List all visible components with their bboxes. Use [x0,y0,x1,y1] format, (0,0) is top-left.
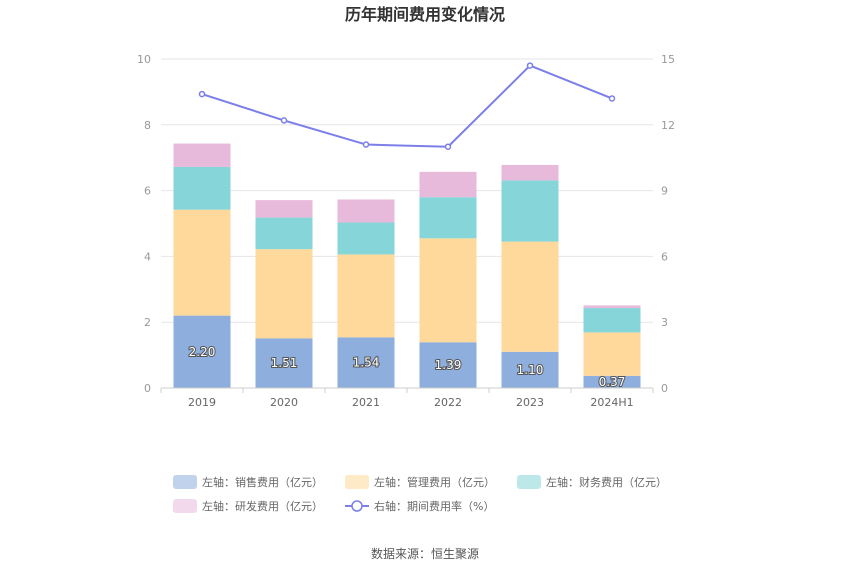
bar-segment-1-2021 [337,254,395,338]
legend-swatch [345,475,369,489]
legend: 左轴：销售费用（亿元） 左轴：管理费用（亿元） 左轴：财务费用（亿元） 左轴：研发费用… [173,475,667,513]
line-series [198,62,616,150]
bar-segment-2-2019 [173,166,231,210]
left-tick-label: 0 [144,382,151,395]
line-point [608,95,616,102]
data-label: 2.20 [189,345,216,359]
legend-item-1[interactable]: 左轴：管理费用（亿元） [345,475,495,489]
left-tick-label: 4 [144,250,151,263]
data-label: 1.39 [435,358,462,372]
bar-segment-3-2019 [173,143,231,167]
data-label: 1.51 [271,356,298,370]
right-tick-label: 15 [661,53,675,66]
bar-segment-1-2019 [173,209,231,316]
source-note: 数据来源：恒生聚源 [371,546,479,561]
legend-label: 左轴：研发费用（亿元） [202,499,323,513]
bar-segment-3-2020 [255,200,313,218]
line-point [362,141,370,148]
data-label: 1.10 [517,363,544,377]
bar-segment-1-2020 [255,249,313,339]
expense-rate-line [201,64,613,148]
right-tick-label: 12 [661,119,675,132]
legend-swatch [517,475,541,489]
bar-segment-2-2020 [255,217,313,250]
bar-segment-0-2022 [419,342,477,388]
bar-segment-1-2023 [501,241,559,352]
right-axis-ticks: 0 3 6 9 12 15 [661,53,675,395]
bar-segment-0-2020 [255,338,313,388]
bar-segment-3-2021 [337,199,395,223]
line-point [444,143,452,150]
right-tick-label: 3 [661,316,668,329]
bar-segment-3-2023 [501,164,559,181]
line-point [280,117,288,124]
x-tick-label: 2020 [270,396,298,409]
bar-segment-1-2024H1 [583,332,641,376]
x-tick-label: 2023 [516,396,544,409]
right-tick-label: 9 [661,185,668,198]
bar-segment-2-2023 [501,180,559,242]
bar-segment-0-2023 [501,351,559,388]
right-tick-label: 0 [661,382,668,395]
legend-line-marker [351,500,363,512]
legend-swatch [173,475,197,489]
x-tick-label: 2019 [188,396,216,409]
legend-swatch [173,499,197,513]
bar-segment-0-2019 [173,315,231,388]
left-tick-label: 6 [144,185,151,198]
chart-title: 历年期间费用变化情况 [345,5,505,24]
legend-item-4[interactable]: 右轴：期间费用率（%） [345,499,494,513]
grid-lines [161,58,653,323]
legend-label: 左轴：管理费用（亿元） [374,475,495,489]
bar-segment-2-2024H1 [583,308,641,333]
x-tick-label: 2021 [352,396,380,409]
x-tick-label: 2024H1 [590,396,633,409]
bar-segment-0-2021 [337,337,395,388]
bar-segment-2-2021 [337,222,395,255]
bar-segment-3-2022 [419,171,477,198]
data-label: 0.37 [599,375,626,389]
bar-segment-3-2024H1 [583,305,641,309]
left-tick-label: 10 [137,53,151,66]
data-labels: 2.20 1.51 1.54 1.39 1.10 0.37 [188,344,627,390]
legend-item-0[interactable]: 左轴：销售费用（亿元） [173,475,323,489]
bars [173,143,641,388]
left-axis-ticks: 0 2 4 6 8 10 [137,53,151,395]
bar-segment-2-2022 [419,197,477,239]
line-point [198,90,206,98]
legend-item-2[interactable]: 左轴：财务费用（亿元） [517,475,667,489]
legend-label: 左轴：销售费用（亿元） [202,475,323,489]
right-tick-label: 6 [661,250,668,263]
line-point [526,62,534,69]
left-tick-label: 8 [144,119,151,132]
legend-label: 左轴：财务费用（亿元） [546,475,667,489]
legend-item-3[interactable]: 左轴：研发费用（亿元） [173,499,323,513]
bar-segment-1-2022 [419,238,477,343]
bar-segment-0-2024H1 [583,375,641,388]
data-label: 1.54 [353,356,380,370]
x-tick-label: 2022 [434,396,462,409]
legend-label: 右轴：期间费用率（%） [374,499,494,513]
x-axis: 2019 2020 2021 2022 2023 2024H1 [160,387,654,409]
left-tick-label: 2 [144,316,151,329]
